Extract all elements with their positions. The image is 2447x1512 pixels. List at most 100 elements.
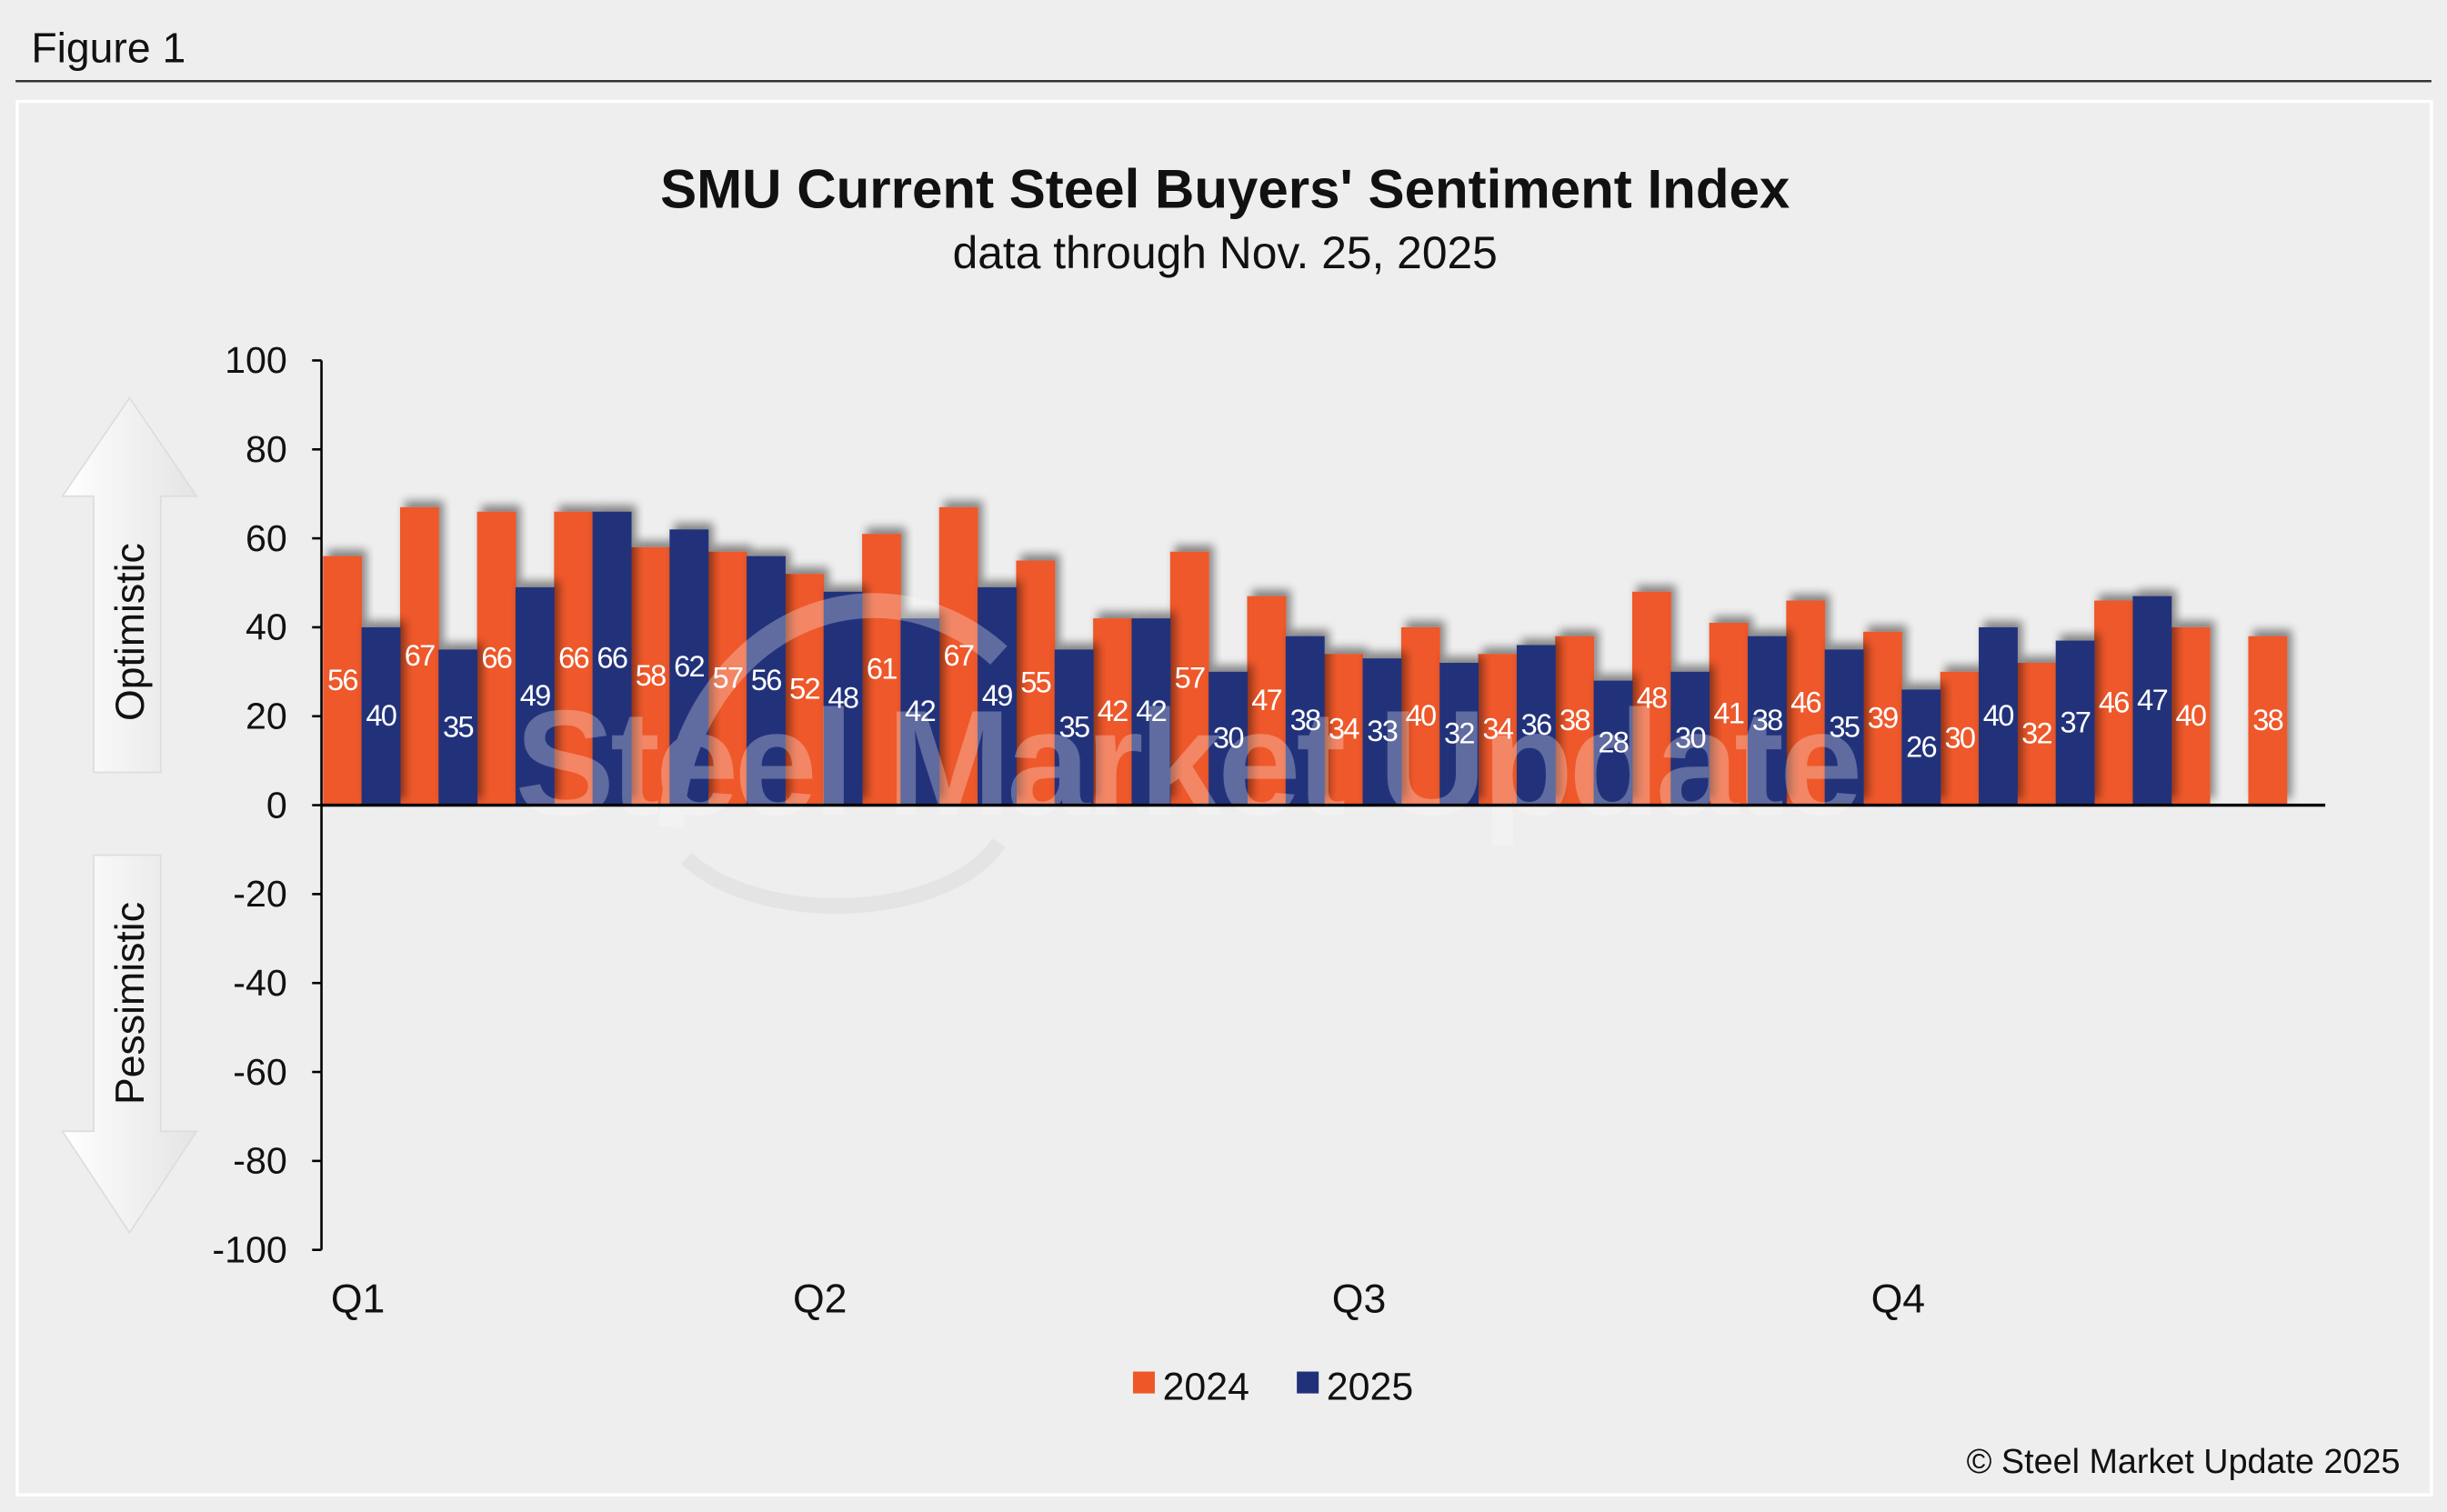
data-label-2025: 35 — [443, 709, 473, 743]
pessimistic-arrow-icon — [61, 854, 198, 1235]
bar-2024 — [707, 551, 747, 806]
data-label-2025: 47 — [2137, 683, 2167, 716]
bar-2025 — [1824, 649, 1864, 806]
data-label-2025: 32 — [1444, 716, 1474, 750]
data-label-2025: 28 — [1598, 725, 1628, 758]
data-label-2024: 66 — [558, 640, 588, 674]
data-label-2024: 57 — [712, 660, 742, 694]
data-label-2024: 67 — [944, 638, 974, 672]
data-label-2025: 30 — [1675, 720, 1705, 754]
legend-label-2025: 2025 — [1327, 1365, 1413, 1408]
bar-2024 — [631, 546, 670, 806]
data-label-2025: 42 — [1136, 694, 1166, 727]
bar-2025 — [1593, 680, 1633, 806]
data-label-2025: 37 — [2060, 705, 2090, 738]
bar-2025 — [1208, 671, 1249, 806]
optimistic-arrow-icon — [61, 396, 198, 774]
bar-2025 — [592, 511, 632, 806]
bar-2024 — [2094, 600, 2133, 806]
bar-2025 — [1131, 618, 1171, 806]
bar-2024 — [1555, 636, 1595, 806]
bar-2025 — [747, 556, 786, 806]
data-label-2025: 49 — [982, 678, 1012, 712]
data-label-2025: 66 — [597, 640, 627, 674]
bar-2025 — [1285, 636, 1325, 806]
bar-2024 — [1786, 600, 1826, 806]
bar-2024 — [1093, 618, 1132, 806]
bar-2025 — [900, 618, 940, 806]
watermark: Steel Market Update — [515, 593, 1862, 914]
bar-2025 — [669, 529, 709, 806]
data-label-2024: 46 — [1790, 685, 1820, 718]
data-label-2024: 39 — [1868, 700, 1898, 734]
watermark-text: Steel Market Update — [515, 679, 1858, 846]
data-label-2025: 38 — [1752, 703, 1782, 736]
y-tick-label: -100 — [212, 1228, 286, 1270]
legend-swatch-2025 — [1297, 1371, 1319, 1394]
bar-2024 — [1709, 623, 1749, 806]
chart-subtitle: data through Nov. 25, 2025 — [953, 227, 1498, 278]
legend-label-2024: 2024 — [1163, 1365, 1249, 1408]
bar-2025 — [1901, 689, 1941, 806]
data-label-2025: 40 — [1983, 698, 2013, 732]
bar-2024 — [1247, 596, 1287, 806]
data-label-2024: 40 — [1406, 698, 1436, 732]
data-label-2025: 49 — [520, 678, 550, 712]
x-label-q1: Q1 — [331, 1277, 386, 1321]
data-label-2024: 38 — [1559, 703, 1590, 736]
bar-2025 — [1054, 649, 1094, 806]
data-label-2024: 46 — [2099, 685, 2129, 718]
data-label-2024: 52 — [789, 672, 819, 706]
bar-2025 — [2055, 640, 2095, 806]
bar-2024 — [1400, 626, 1440, 806]
bar-2024 — [476, 511, 516, 806]
bar-2025 — [438, 649, 478, 806]
data-label-2024: 56 — [327, 663, 357, 696]
bar-2024 — [2017, 663, 2057, 806]
bar-2025 — [2132, 596, 2172, 806]
y-tick-label: 20 — [246, 695, 287, 736]
data-label-2024: 48 — [1637, 680, 1667, 714]
data-label-2025: 40 — [366, 698, 396, 732]
bar-2024 — [862, 534, 901, 806]
chart-title: SMU Current Steel Buyers' Sentiment Inde… — [660, 158, 1790, 219]
y-tick-label: -60 — [233, 1051, 287, 1093]
data-label-2024: 61 — [867, 652, 897, 686]
figure-label: Figure 1 — [31, 25, 186, 72]
data-label-2024: 57 — [1175, 660, 1205, 694]
y-tick-label: 80 — [246, 428, 287, 470]
bar-2024 — [1324, 654, 1364, 806]
bar-2025 — [515, 586, 555, 806]
bar-2024 — [1478, 654, 1518, 806]
data-label-2025: 56 — [751, 663, 781, 696]
pessimistic-label: Pessimistic — [108, 902, 153, 1105]
bar-2025 — [361, 626, 401, 806]
y-tick-label: 60 — [246, 517, 287, 559]
bar-2024 — [2171, 626, 2211, 806]
bar-2025 — [978, 586, 1017, 806]
x-label-q3: Q3 — [1332, 1277, 1387, 1321]
bar-2024 — [1863, 631, 1902, 806]
copyright: © Steel Market Update 2025 — [1967, 1442, 2401, 1480]
data-label-2025: 42 — [905, 694, 935, 727]
x-label-q2: Q2 — [793, 1277, 847, 1321]
data-label-2024: 67 — [405, 638, 435, 672]
data-label-2025: 33 — [1367, 714, 1397, 747]
data-labels: 56 67 66 66 58 57 52 61 67 55 42 57 47 34 40 34 38 48 41 46… — [327, 638, 2284, 763]
y-tick-label: 0 — [266, 784, 287, 826]
bar-2024 — [785, 574, 825, 806]
data-label-2025: 35 — [1059, 709, 1089, 743]
data-label-2025: 26 — [1906, 729, 1936, 763]
bar-2025 — [1362, 658, 1402, 806]
data-label-2024: 34 — [1329, 712, 1359, 746]
bar-2025 — [1516, 645, 1556, 806]
data-label-2025: 30 — [1213, 720, 1243, 754]
bar-2025 — [823, 591, 863, 806]
y-tick-label: 40 — [246, 606, 287, 648]
bar-2024 — [323, 556, 363, 806]
bar-2024 — [554, 511, 594, 806]
data-label-2025: 62 — [674, 649, 704, 683]
bar-2024 — [1169, 551, 1209, 806]
data-label-2024: 40 — [2176, 698, 2206, 732]
